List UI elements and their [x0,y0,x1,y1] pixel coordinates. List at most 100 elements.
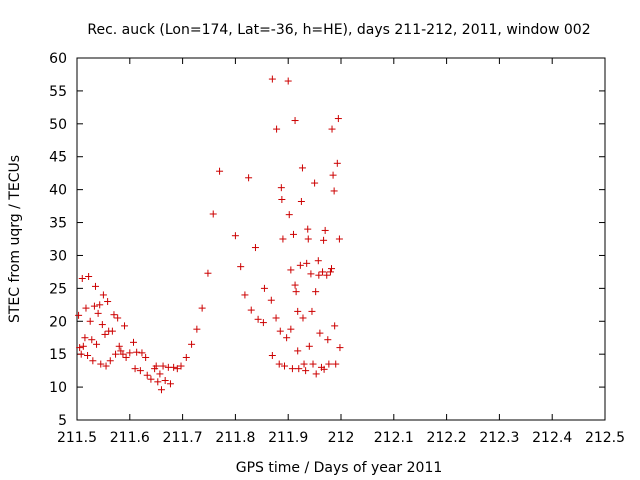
data-point [112,350,120,358]
data-point [94,309,102,317]
data-point [102,362,110,370]
data-point [136,367,144,375]
data-point [237,263,245,271]
ticks [76,57,606,421]
data-point [333,159,341,167]
data-point [331,322,339,330]
data-point [154,378,162,386]
data-point [101,330,109,338]
data-point [119,350,127,358]
data-point [241,291,249,299]
data-point [289,230,297,238]
data-point [76,344,84,352]
data-point [84,351,92,359]
x-tick-label: 212.3 [479,430,519,446]
data-point [142,353,150,361]
data-point [311,179,319,187]
data-point [209,210,217,218]
data-point [88,336,96,344]
data-point [131,365,139,373]
data-point [133,348,141,356]
y-tick-label: 45 [49,150,67,166]
data-point [277,184,285,192]
data-point [288,365,296,373]
x-tick-label: 211.9 [268,430,308,446]
chart-title: Rec. auck (Lon=174, Lat=-36, h=HE), days… [87,22,590,38]
y-tick-label: 30 [49,248,67,264]
x-tick-label: 211.6 [110,430,150,446]
data-point [287,266,295,274]
y-tick-label: 60 [49,51,67,67]
x-tick-label: 212.1 [374,430,414,446]
data-point [336,344,344,352]
data-point [284,77,292,85]
x-tick-label: 212 [328,430,355,446]
data-point [182,353,190,361]
data-point [328,125,336,133]
data-point [157,386,165,394]
data-point [287,325,295,333]
y-tick-label: 25 [49,281,67,297]
data-point [273,125,281,133]
data-point [283,334,291,342]
data-point [326,268,334,276]
data-point [231,232,239,240]
data-point [307,270,315,278]
y-tick-label: 50 [49,117,67,133]
data-point [275,360,283,368]
y-tick-label: 10 [49,380,67,396]
data-point [108,327,116,335]
data-point [296,261,304,269]
data-point [335,235,343,243]
data-point [267,296,275,304]
data-point [177,362,185,370]
x-tick-label: 211.5 [57,430,97,446]
y-tick-label: 40 [49,183,67,199]
x-tick-label: 212.4 [532,430,572,446]
data-point [170,363,178,371]
data-point [319,268,327,276]
x-tick-label: 211.7 [163,430,203,446]
data-point [260,284,268,292]
data-point [75,311,83,319]
data-point [97,360,105,368]
data-point [309,360,317,368]
data-point [312,288,320,296]
data-point [81,334,89,342]
tick-labels: 211.5 211.6 211.7 211.8 211.9 212 212.1 212.2 21… [49,51,625,446]
data-point [268,351,276,359]
data-point [251,244,259,252]
y-tick-label: 15 [49,347,67,363]
data-point [279,235,287,243]
data-point [303,259,311,267]
data-point [330,187,338,195]
data-point [89,357,97,365]
data-point [304,235,312,243]
data-point [90,302,98,310]
data-point [79,342,87,350]
data-point [114,314,122,322]
data-point [299,314,307,322]
data-point [126,349,134,357]
y-tick-label: 35 [49,216,67,232]
data-point [312,370,320,378]
x-axis-label: GPS time / Days of year 2011 [236,460,443,476]
data-point [324,336,332,344]
data-point [332,360,340,368]
data-point [272,314,280,322]
data-point [281,362,289,370]
data-point [334,115,342,123]
data-point [129,338,137,346]
data-point [315,271,323,279]
data-point [204,269,212,277]
x-tick-label: 212.2 [427,430,467,446]
data-point [329,171,337,179]
data-point [161,377,169,385]
x-tick-label: 211.8 [215,430,255,446]
data-point [77,350,85,358]
data-point [193,325,201,333]
data-point [159,362,167,370]
data-point [321,226,329,234]
